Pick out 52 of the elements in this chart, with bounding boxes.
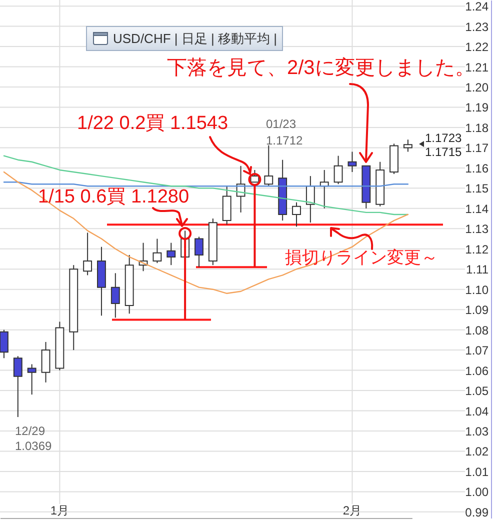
y-tick-label: 1.12 (465, 242, 489, 256)
candlestick (264, 144, 274, 187)
y-tick-label: 1.10 (465, 282, 489, 297)
y-tick-label: 0.99 (465, 505, 489, 520)
annotation: 1/22 0.2買 1.1543 (77, 112, 228, 134)
candlestick (0, 329, 8, 359)
line-series (3, 155, 409, 216)
text: USD/CHF | 日足 | 移動平均 | (113, 30, 277, 48)
candlestick (152, 238, 162, 264)
candlestick (13, 356, 22, 418)
y-tick-label: 1.21 (465, 60, 489, 74)
candlestick (194, 236, 204, 268)
candlestick (403, 139, 412, 152)
y-tick-label: 1.22 (465, 40, 489, 54)
text: 1.1715 (425, 145, 462, 159)
y-tick-label: 1.19 (465, 100, 489, 115)
candlestick (27, 364, 36, 396)
candlestick (41, 341, 50, 383)
y-tick-label: 1.11 (466, 262, 489, 277)
candlestick (110, 272, 120, 318)
y-tick-label: 1.17 (465, 141, 489, 156)
y-tick-label: 1.07 (465, 344, 489, 358)
y-tick-label: 1.15 (465, 182, 489, 196)
y-tick-label: 1.18 (465, 120, 489, 135)
y-tick-label: 1.04 (465, 404, 489, 418)
y-tick-label: 1.01 (465, 464, 489, 479)
y-tick-label: 1.23 (465, 20, 489, 34)
y-tick-label: 1.13 (465, 222, 489, 236)
y-tick-label: 1.02 (465, 444, 489, 459)
y-tick-label: 1.00 (465, 485, 489, 500)
text: 1.1723 (425, 131, 462, 145)
candlestick (292, 202, 301, 228)
candlestick (83, 232, 92, 276)
candlestick (334, 155, 343, 185)
y-tick-label: 1.20 (465, 80, 489, 95)
annotation: 1/15 0.6買 1.1280 (38, 186, 190, 208)
annotation: 12/29 (15, 424, 46, 438)
annotation: 1.0369 (15, 439, 52, 453)
x-tick-label: 2月 (342, 504, 362, 518)
y-tick-label: 1.16 (465, 161, 489, 176)
y-tick-label: 1.05 (465, 384, 489, 398)
x-tick-label: 1月 (50, 504, 70, 518)
y-tick-label: 1.14 (465, 202, 489, 216)
y-tick-label: 1.06 (465, 364, 489, 378)
y-tick-label: 1.08 (465, 323, 489, 338)
y-tick-label: 1.09 (465, 303, 489, 318)
candlestick (348, 151, 357, 172)
candlestick (166, 242, 176, 266)
annotation: 01/23 (266, 117, 296, 131)
annotation: 1.1712 (266, 134, 304, 148)
y-tick-label: 1.03 (465, 424, 489, 438)
y-tick-label: 1.24 (465, 0, 489, 14)
